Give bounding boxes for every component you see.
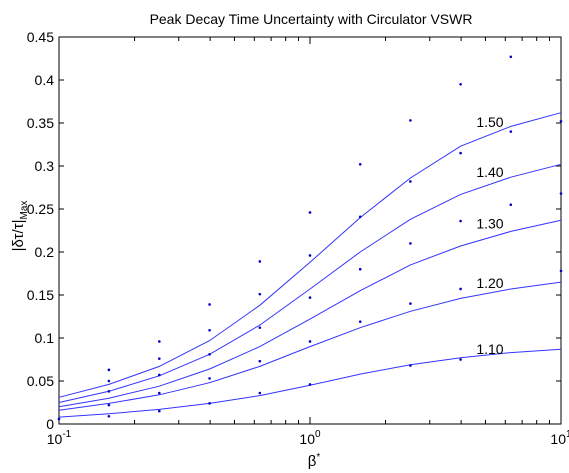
- data-point: [559, 269, 563, 273]
- series-line-1-30: [58, 219, 562, 408]
- y-axis: 0 0.05 0.1 0.15 0.2 0.25 0.3 0.35 0.4 0.45: [27, 29, 561, 432]
- x-tick-label-exponent: -1: [62, 429, 71, 440]
- data-point: [509, 130, 513, 133]
- data-point: [308, 383, 312, 386]
- data-point: [459, 219, 462, 223]
- curve-label: 1.50: [476, 114, 503, 130]
- data-point: [107, 414, 111, 418]
- data-point: [158, 391, 161, 395]
- data-point: [158, 373, 161, 377]
- data-point: [409, 364, 412, 367]
- data-point: [158, 409, 161, 413]
- data-point: [57, 417, 61, 421]
- series-line-1-40: [58, 163, 562, 403]
- data-point: [208, 353, 211, 356]
- x-tick-label: 100: [299, 429, 321, 447]
- plot-frame: [58, 36, 562, 425]
- data-point: [107, 379, 111, 383]
- curve-label: 1.40: [476, 164, 503, 180]
- data-point: [409, 302, 412, 305]
- data-point: [459, 287, 462, 291]
- y-axis-title-subscript: Max: [19, 201, 30, 220]
- y-tick-label: 0.1: [35, 330, 55, 346]
- data-point: [459, 358, 462, 361]
- data-point: [208, 328, 211, 332]
- data-point: [509, 203, 513, 206]
- plot-area: [58, 36, 562, 425]
- y-tick-label: 0.45: [27, 29, 54, 45]
- x-tick-label: 101: [550, 429, 569, 447]
- data-point: [158, 357, 161, 360]
- data-point: [409, 242, 412, 245]
- curve-label: 1.20: [476, 275, 503, 291]
- data-point: [559, 192, 563, 195]
- data-point: [258, 292, 262, 296]
- x-tick-label: 10-1: [47, 429, 72, 447]
- x-tick-label-base: 10: [550, 431, 566, 447]
- curve-label: 1.10: [476, 341, 503, 357]
- data-point: [158, 340, 161, 343]
- curve-label: 1.30: [476, 216, 503, 232]
- y-tick-label: 0.25: [27, 201, 54, 217]
- y-tick-label: 0.15: [27, 287, 54, 303]
- data-point: [107, 368, 111, 372]
- data-point: [409, 119, 412, 122]
- data-point: [258, 359, 262, 363]
- data-point: [509, 55, 513, 59]
- data-point: [409, 180, 412, 183]
- data-point: [208, 402, 211, 405]
- data-point: [559, 119, 563, 123]
- y-tick-label: 0.4: [35, 72, 55, 88]
- y-tick-label: 0.05: [27, 373, 54, 389]
- y-tick-label: 0: [46, 416, 54, 432]
- y-tick-label: 0.3: [35, 158, 55, 174]
- data-point: [358, 320, 362, 323]
- curve-label-layer: 1.50 1.40 1.30 1.20 1.10: [476, 114, 503, 357]
- chart-title: Peak Decay Time Uncertainty with Circula…: [150, 11, 473, 27]
- series-line-1-20: [58, 281, 562, 411]
- data-point: [107, 403, 111, 407]
- x-tick-label-exponent: 0: [315, 429, 321, 440]
- data-point: [258, 260, 262, 263]
- data-point: [358, 267, 362, 271]
- data-point: [208, 377, 211, 380]
- y-tick-label: 0.2: [35, 244, 55, 260]
- x-axis-title-superscript: *: [316, 452, 320, 463]
- x-axis-title-main: β: [308, 453, 317, 470]
- data-point: [358, 162, 362, 166]
- data-point: [258, 326, 262, 329]
- y-axis-title-main: |δτ/τ|: [10, 219, 27, 251]
- x-axis: 10-1 100 101: [47, 37, 569, 447]
- data-point: [107, 390, 111, 393]
- data-point: [258, 391, 262, 395]
- data-point: [308, 211, 312, 214]
- data-point: [308, 254, 312, 257]
- x-tick-label-base: 10: [47, 431, 63, 447]
- y-tick-label: 0.35: [27, 115, 54, 131]
- x-tick-label-exponent: 1: [566, 429, 569, 440]
- x-tick-label-base: 10: [299, 431, 315, 447]
- data-point: [358, 215, 362, 219]
- data-point: [308, 296, 312, 299]
- data-point: [459, 83, 462, 86]
- data-point: [308, 340, 312, 343]
- y-axis-title: |δτ/τ|Max: [10, 201, 30, 252]
- data-point: [459, 151, 462, 155]
- data-point: [208, 303, 211, 306]
- x-axis-title: β*: [308, 452, 321, 470]
- marker-layer: [57, 55, 563, 421]
- series-line-1-50: [58, 112, 562, 398]
